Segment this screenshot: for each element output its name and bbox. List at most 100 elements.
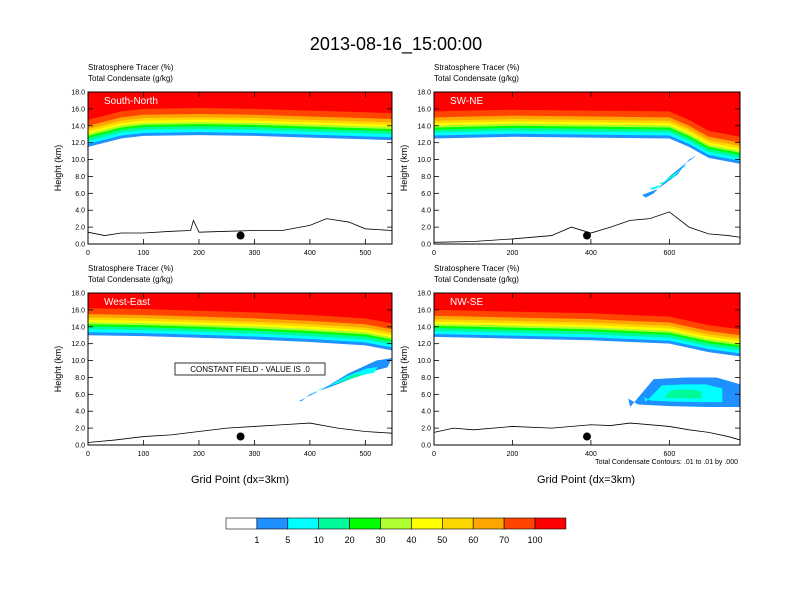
colorbar-swatch <box>349 517 381 530</box>
panel-nw-se: 0.0 2.0 4.0 6.0 8.0 10.0 12.0 14.0 16.0 18.0 0 200 4… <box>399 264 741 458</box>
y-tick-label: 0.0 <box>75 242 85 249</box>
terrain-line <box>87 218 393 236</box>
terrain-line <box>433 422 741 441</box>
terrain-line <box>433 211 741 243</box>
y-tick-label: 18.0 <box>417 90 431 97</box>
y-tick-label: 12.0 <box>417 341 431 348</box>
x-axis-title-bottom-left: Grid Point (dx=3km) <box>191 474 289 486</box>
x-tick-label: 200 <box>193 451 205 458</box>
x-tick-label: 600 <box>664 451 676 458</box>
y-tick-label: 4.0 <box>75 208 85 215</box>
x-tick-label: 100 <box>138 250 150 257</box>
y-tick-label: 2.0 <box>75 426 85 433</box>
y-axis-title: Height (km) <box>399 145 409 192</box>
y-tick-label: 10.0 <box>417 157 431 164</box>
y-tick-label: 6.0 <box>75 392 85 399</box>
condensate-blob <box>641 155 697 198</box>
y-axis-title: Height (km) <box>53 145 63 192</box>
x-tick-label: 400 <box>304 451 316 458</box>
colorbar-label: 1 <box>254 535 259 545</box>
variable-label-condensate: Total Condensate (g/kg) <box>88 275 173 284</box>
colorbar-swatch <box>503 517 536 530</box>
x-tick-label: 400 <box>304 250 316 257</box>
x-tick-label: 300 <box>249 451 261 458</box>
panels-group: 0.0 2.0 4.0 6.0 8.0 10.0 12.0 14.0 16.0 18.0 0 100 2… <box>53 63 741 458</box>
plot-frame <box>433 91 741 245</box>
tracer-layer-10 <box>88 293 392 324</box>
panel-label: NW-SE <box>450 297 483 308</box>
colorbar-label: 50 <box>437 535 447 545</box>
colorbar-label: 5 <box>285 535 290 545</box>
y-tick-label: 6.0 <box>421 191 431 198</box>
y-tick-label: 12.0 <box>417 140 431 147</box>
x-tick-label: 500 <box>360 250 372 257</box>
y-tick-label: 16.0 <box>417 106 431 113</box>
y-tick-label: 14.0 <box>71 324 85 331</box>
constant-field-box: CONSTANT FIELD - VALUE IS .0 <box>174 362 326 376</box>
condensate-blob-core <box>662 389 702 399</box>
contour-note: Total Condensate Contours: .01 to .01 by… <box>595 459 738 466</box>
condensate-blob-core <box>328 373 361 387</box>
x-tick-label: 400 <box>585 451 597 458</box>
colorbar-swatch <box>441 517 474 530</box>
y-tick-label: 18.0 <box>417 291 431 298</box>
y-tick-label: 8.0 <box>421 174 431 181</box>
y-axis-title: Height (km) <box>399 346 409 393</box>
colorbar-label: 100 <box>527 535 542 545</box>
variable-label-condensate: Total Condensate (g/kg) <box>434 74 519 83</box>
x-tick-label: 200 <box>193 250 205 257</box>
y-tick-label: 18.0 <box>71 291 85 298</box>
panel-label: South-North <box>104 96 158 107</box>
y-tick-label: 2.0 <box>75 225 85 232</box>
colorbar-swatch <box>287 517 319 530</box>
y-tick-label: 2.0 <box>421 225 431 232</box>
y-tick-label: 6.0 <box>421 392 431 399</box>
constant-field-frame <box>174 362 326 376</box>
tracer-layer-10 <box>88 92 392 120</box>
tracer-layer-10 <box>434 92 740 137</box>
y-tick-label: 12.0 <box>71 341 85 348</box>
x-tick-label: 0 <box>86 451 90 458</box>
location-marker <box>236 432 245 441</box>
panel-south-north: 0.0 2.0 4.0 6.0 8.0 10.0 12.0 14.0 16.0 18.0 0 100 2… <box>53 63 393 257</box>
colorbar-swatch <box>225 517 258 530</box>
colorbar-label: 20 <box>345 535 355 545</box>
y-tick-label: 2.0 <box>421 426 431 433</box>
x-axis-title-bottom-right: Grid Point (dx=3km) <box>537 474 635 486</box>
y-tick-label: 10.0 <box>71 358 85 365</box>
x-tick-label: 100 <box>138 451 150 458</box>
colorbar-swatch <box>380 517 412 530</box>
panel-west-east: 0.0 2.0 4.0 6.0 8.0 10.0 12.0 14.0 16.0 18.0 0 100 2… <box>53 264 393 458</box>
y-tick-label: 16.0 <box>71 307 85 314</box>
y-tick-label: 12.0 <box>71 140 85 147</box>
x-tick-label: 200 <box>507 250 519 257</box>
colorbar-label: 30 <box>375 535 385 545</box>
y-tick-label: 16.0 <box>71 106 85 113</box>
x-tick-label: 0 <box>86 250 90 257</box>
colorbar-label: 70 <box>499 535 509 545</box>
colorbar-label: 60 <box>468 535 478 545</box>
variable-label-condensate: Total Condensate (g/kg) <box>434 275 519 284</box>
constant-field-note: CONSTANT FIELD - VALUE IS .0 <box>190 365 310 374</box>
x-tick-label: 600 <box>664 250 676 257</box>
y-tick-label: 8.0 <box>75 174 85 181</box>
plot-frame <box>87 292 393 446</box>
figure-title: 2013-08-16_15:00:00 <box>310 34 482 55</box>
x-tick-label: 500 <box>360 451 372 458</box>
location-marker <box>583 231 591 240</box>
variable-label-tracer: Stratosphere Tracer (%) <box>434 264 520 273</box>
variable-label-tracer: Stratosphere Tracer (%) <box>88 264 174 273</box>
y-axis-title: Height (km) <box>53 346 63 393</box>
y-tick-label: 10.0 <box>71 157 85 164</box>
x-tick-label: 400 <box>585 250 597 257</box>
condensate-blob-inner <box>649 164 689 190</box>
colorbar-swatch <box>411 517 443 530</box>
location-marker <box>583 432 591 441</box>
y-tick-label: 4.0 <box>421 208 431 215</box>
colorbar-swatch <box>534 517 567 530</box>
colorbar: 1 5 10 20 30 40 50 60 70 100 <box>225 517 567 545</box>
variable-label-condensate: Total Condensate (g/kg) <box>88 74 173 83</box>
y-tick-label: 4.0 <box>421 409 431 416</box>
panel-label: SW-NE <box>450 96 483 107</box>
